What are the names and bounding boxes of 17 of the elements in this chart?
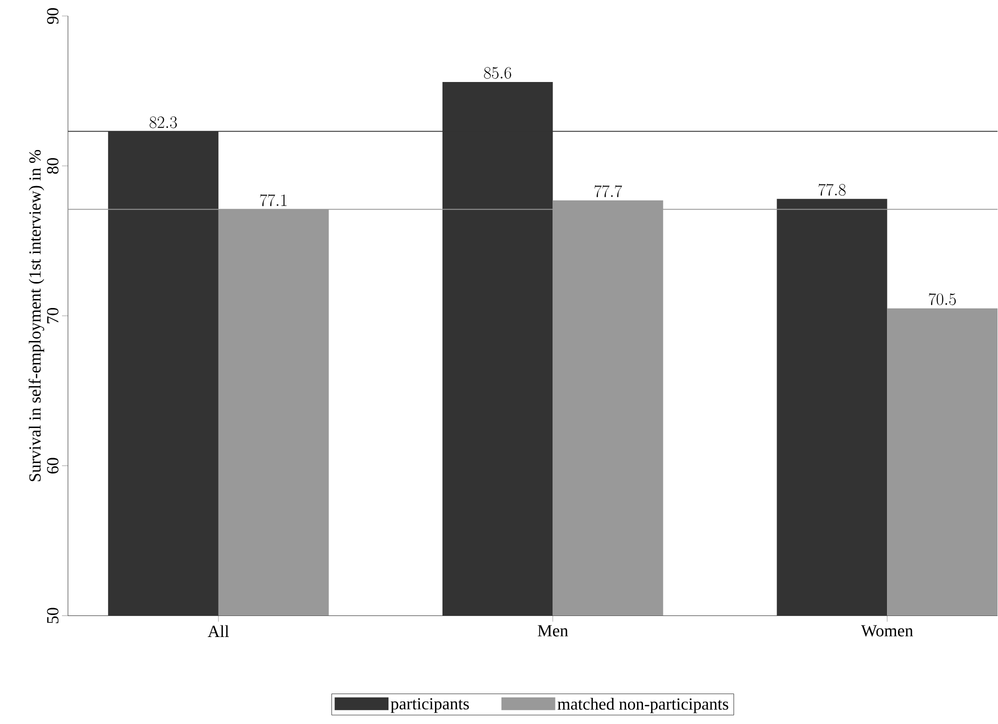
y-tick-label: 90 bbox=[47, 8, 58, 24]
x-tick-label: Men bbox=[538, 625, 568, 637]
data-label: 77. 1 bbox=[260, 194, 286, 206]
data-label: 82.3 bbox=[150, 116, 177, 128]
y-axis-title: Survival in self-employment (1st interview) in % bbox=[28, 150, 44, 482]
legend-label: participants bbox=[390, 698, 469, 714]
legend-label: matched non-participants bbox=[558, 698, 728, 714]
x-tick-label: All bbox=[208, 625, 229, 638]
y-tick-label: 70 bbox=[47, 308, 58, 324]
data-label: 70.5 bbox=[928, 293, 956, 306]
x-tick-label: Women bbox=[861, 625, 914, 637]
data-label: 77.7 bbox=[594, 185, 622, 198]
data-label: 85.6 bbox=[484, 67, 512, 79]
data-label: 77.8 bbox=[818, 184, 846, 196]
y-tick-label: 80 bbox=[47, 158, 58, 174]
y-tick-label: 50 bbox=[47, 608, 58, 624]
y-tick-label: 60 bbox=[47, 458, 58, 474]
